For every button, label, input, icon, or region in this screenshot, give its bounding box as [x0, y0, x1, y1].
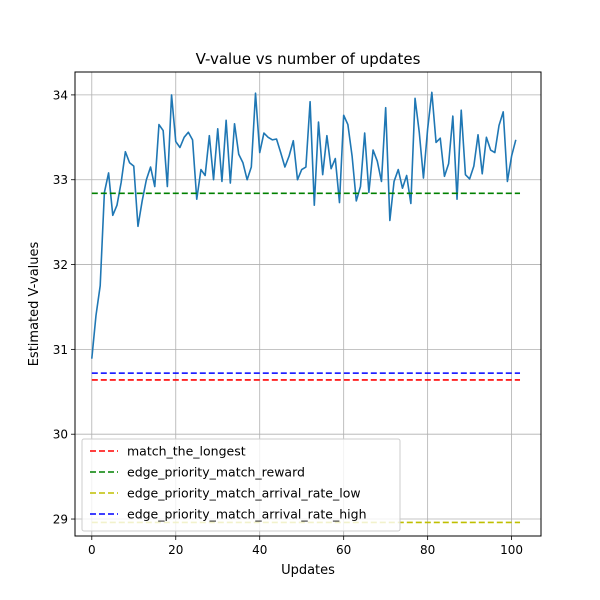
x-tick-label: 80	[420, 543, 435, 557]
v-value-line	[90, 91, 517, 359]
legend-label: edge_priority_match_arrival_rate_low	[127, 486, 361, 501]
y-tick-label: 29	[53, 513, 68, 527]
legend: match_the_longest edge_priority_match_rew…	[81, 438, 401, 532]
x-axis-label: Updates	[281, 563, 335, 578]
legend-label: match_the_longest	[127, 444, 246, 459]
plot-area	[90, 91, 521, 524]
y-tick-label: 31	[53, 343, 68, 357]
x-tick-label: 60	[336, 543, 351, 557]
x-tick-label: 0	[88, 543, 96, 557]
chart-title: V-value vs number of updates	[196, 50, 421, 68]
y-tick-label: 30	[53, 428, 68, 442]
axis-ticks: 0 20 40 60 80 100 29 30 31 32 33 34	[53, 88, 523, 557]
y-tick-label: 34	[53, 88, 68, 102]
y-tick-label: 32	[53, 258, 68, 272]
plot-frame	[74, 71, 542, 537]
x-tick-label: 40	[252, 543, 267, 557]
y-tick-label: 33	[53, 173, 68, 187]
y-axis-label: Estimated V-values	[27, 241, 42, 366]
x-tick-label: 20	[168, 543, 183, 557]
legend-label: edge_priority_match_reward	[127, 465, 305, 480]
x-tick-label: 100	[500, 543, 523, 557]
legend-label: edge_priority_match_arrival_rate_high	[127, 507, 367, 522]
legend-box	[81, 438, 401, 532]
